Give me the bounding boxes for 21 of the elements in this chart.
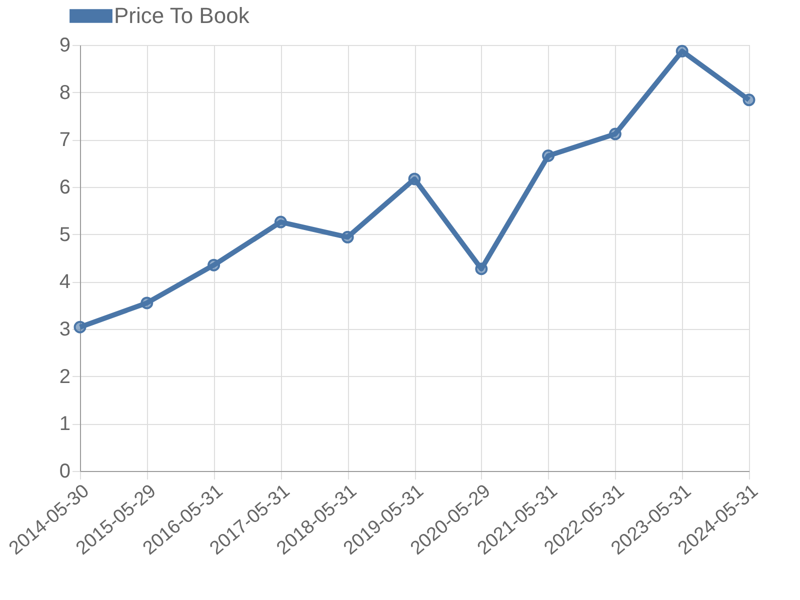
point xyxy=(274,216,287,228)
y-tick-label: 9 xyxy=(59,34,70,56)
point xyxy=(408,172,421,186)
point xyxy=(542,150,555,162)
y-tick-label: 3 xyxy=(59,318,70,340)
y-tick-label: 0 xyxy=(59,460,70,482)
point xyxy=(140,296,154,310)
y-tick-label: 6 xyxy=(59,176,70,198)
point xyxy=(208,258,220,272)
legend-label: Price To Book xyxy=(114,3,250,28)
y-tick-label: 7 xyxy=(59,129,70,152)
point xyxy=(475,262,488,276)
y-tick-label: 5 xyxy=(59,224,70,246)
y-tick-label: 1 xyxy=(59,413,70,436)
point xyxy=(676,44,688,58)
y-tick-label: 2 xyxy=(59,366,70,388)
point xyxy=(341,230,354,244)
y-tick-label: 4 xyxy=(59,271,70,294)
point xyxy=(742,94,756,106)
point xyxy=(608,128,622,140)
y-tick-label: 8 xyxy=(59,82,70,104)
